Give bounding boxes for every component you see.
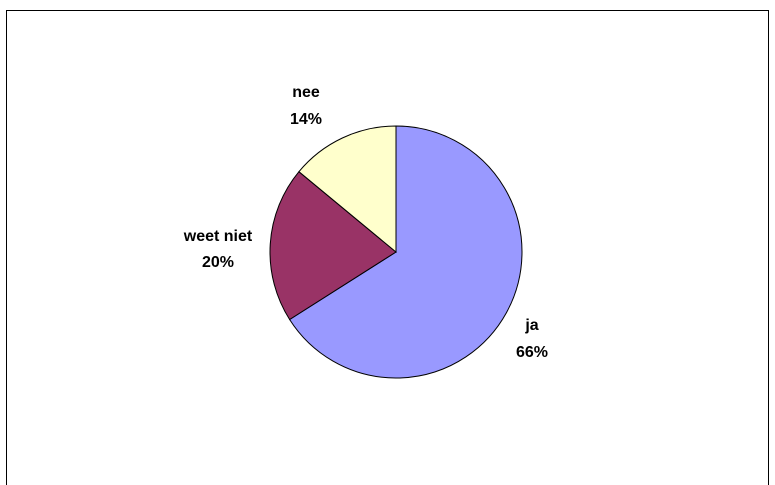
slice-label-weet-niet-name: weet niet <box>183 228 253 245</box>
slice-label-ja-pct: 66% <box>516 344 548 361</box>
slice-label-nee: nee 14% <box>290 84 322 128</box>
slice-label-nee-name: nee <box>292 84 320 101</box>
slice-label-weet-niet: weet niet 20% <box>183 228 253 271</box>
pie-slices <box>269 125 523 379</box>
pie-slice-ja <box>288 125 523 379</box>
slice-label-weet-niet-pct: 20% <box>202 254 234 271</box>
pie-slice-weet-niet <box>269 170 397 321</box>
slice-label-ja: ja 66% <box>516 317 548 361</box>
pie-slice-nee <box>298 125 397 254</box>
slice-label-nee-pct: 14% <box>290 111 322 128</box>
slice-label-ja-name: ja <box>524 317 538 334</box>
